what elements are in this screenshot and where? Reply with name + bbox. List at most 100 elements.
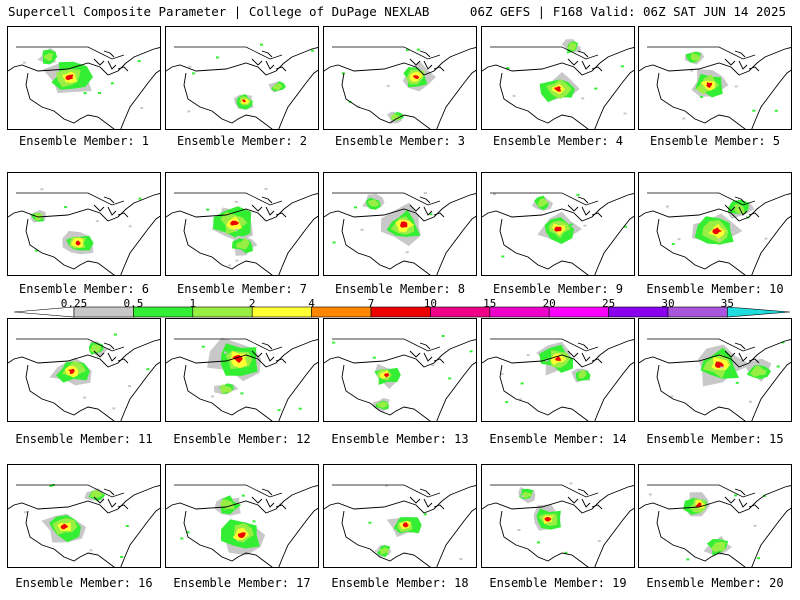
scp-field-contour	[712, 227, 723, 235]
scp-field-contour	[220, 384, 232, 394]
us-map	[324, 192, 476, 275]
ensemble-member-label: Ensemble Member: 13	[331, 432, 469, 446]
colorbar-tick-label: 25	[601, 297, 616, 310]
scp-field-contour	[391, 114, 402, 121]
colorbar-tick-label: 0.25	[60, 297, 88, 310]
scp-field-speck	[512, 94, 516, 97]
scp-field-speck	[648, 493, 652, 496]
coastline	[8, 193, 160, 275]
scp-field-contour	[695, 502, 702, 508]
scp-field-speck	[180, 537, 184, 540]
canada-border	[490, 338, 599, 352]
scp-field-speck	[670, 395, 674, 398]
great-lakes	[93, 488, 129, 510]
us-map	[8, 188, 160, 275]
scp-field-speck	[594, 87, 598, 90]
coastline	[482, 485, 634, 567]
valid-time: 06Z GEFS | F168 Valid: 06Z SAT JUN 14 20…	[469, 4, 786, 19]
canada-border	[16, 192, 125, 206]
us-map	[166, 188, 318, 275]
colorbar-tick-label: 30	[661, 297, 675, 310]
scp-field-contour	[537, 198, 548, 208]
canada-border	[174, 338, 283, 352]
scp-field-contour	[750, 366, 767, 377]
scp-field-speck	[431, 364, 435, 366]
coastline	[8, 485, 160, 567]
scp-field-speck	[224, 351, 227, 354]
ensemble-map-panel	[323, 26, 477, 130]
scp-field-speck	[517, 529, 521, 531]
colorbar-segment	[667, 306, 728, 318]
great-lakes	[724, 342, 760, 364]
scp-field-speck	[752, 109, 756, 112]
scp-field-speck	[416, 48, 420, 51]
ensemble-map-panel	[165, 318, 319, 422]
scp-field-contour	[522, 492, 533, 498]
ensemble-map-panel	[7, 318, 161, 422]
us-map	[482, 482, 634, 567]
scp-field-speck	[459, 558, 463, 560]
ensemble-map-panel	[638, 26, 792, 130]
coastline	[166, 193, 318, 275]
colorbar-tick-label: 7	[367, 297, 375, 310]
colorbar-segment	[430, 306, 491, 318]
ensemble-member-label: Ensemble Member: 16	[15, 576, 153, 590]
scp-field-speck	[583, 224, 587, 227]
scp-field-speck	[201, 345, 205, 348]
coastline	[639, 193, 791, 275]
scp-field-speck	[107, 348, 111, 350]
scp-field-speck	[734, 494, 738, 497]
scp-field-speck	[753, 524, 757, 527]
ensemble-member-label: Ensemble Member: 6	[18, 282, 150, 296]
scp-field-contour	[75, 240, 81, 246]
canada-border	[174, 46, 283, 60]
scp-field-speck	[564, 551, 568, 554]
scp-field-speck	[576, 193, 580, 196]
canada-border	[16, 338, 125, 352]
scp-field-speck	[89, 549, 93, 552]
scp-field-speck	[222, 506, 226, 509]
great-lakes	[409, 196, 445, 218]
canada-border	[490, 192, 599, 206]
ensemble-map-panel	[638, 318, 792, 422]
ensemble-member-label: Ensemble Member: 19	[489, 576, 627, 590]
scp-field-speck	[332, 341, 336, 344]
scp-field-speck	[35, 249, 39, 252]
great-lakes	[93, 342, 129, 364]
colorbar-segment	[192, 306, 253, 318]
us-map	[8, 484, 160, 567]
scp-field-speck	[146, 368, 150, 371]
scp-field-speck	[120, 555, 124, 558]
us-map	[324, 484, 476, 567]
scp-field-contour	[230, 220, 240, 226]
scp-field-contour	[555, 355, 561, 361]
scp-field-speck	[264, 188, 268, 190]
scp-field-speck	[545, 359, 549, 362]
scp-field-speck	[114, 333, 117, 336]
scp-field-speck	[216, 56, 219, 59]
ensemble-member-label: Ensemble Member: 14	[489, 432, 627, 446]
ensemble-map-panel	[7, 172, 161, 276]
scp-field-speck	[423, 192, 427, 195]
great-lakes	[409, 50, 445, 72]
canada-border	[332, 338, 441, 352]
scp-field-speck	[505, 401, 509, 404]
scp-field-contour	[272, 82, 283, 91]
scp-field-speck	[241, 494, 245, 497]
great-lakes	[251, 488, 287, 510]
scp-field-speck	[97, 92, 101, 94]
us-map	[324, 46, 476, 129]
scp-field-contour	[554, 226, 562, 232]
scp-field-speck	[234, 200, 238, 203]
canada-border	[490, 46, 599, 60]
scp-field-speck	[211, 395, 215, 398]
scp-field-contour	[43, 53, 54, 62]
scp-field-speck	[520, 495, 524, 498]
coastline	[482, 47, 634, 129]
colorbar-tick-label: 10	[423, 297, 438, 310]
ensemble-member-label: Ensemble Member: 5	[649, 134, 781, 148]
ensemble-map-panel	[165, 464, 319, 568]
great-lakes	[724, 488, 760, 510]
us-map	[166, 43, 318, 129]
scp-field-contour	[376, 401, 388, 408]
